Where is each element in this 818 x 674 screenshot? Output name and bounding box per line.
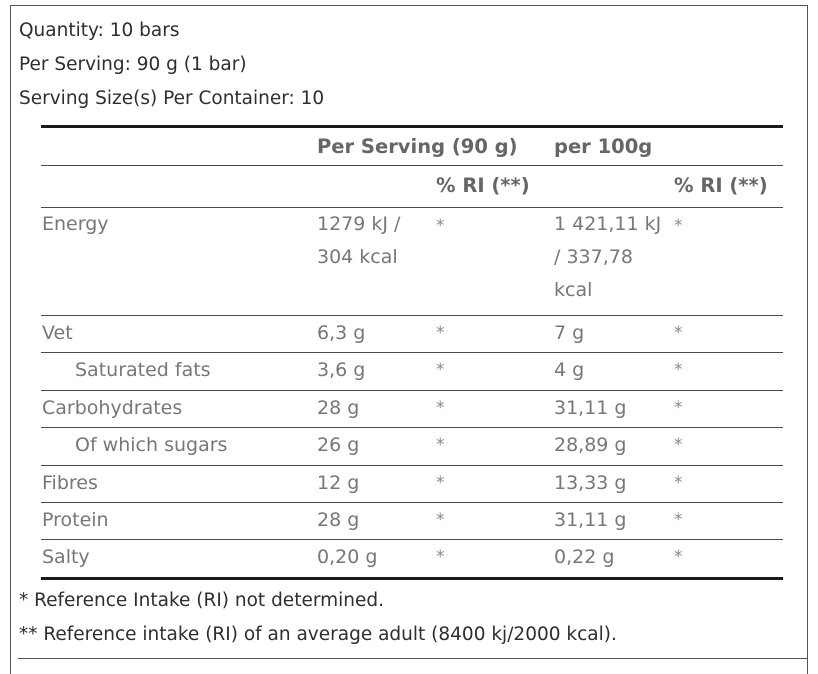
nutrient-name: Protein bbox=[42, 509, 109, 531]
per-100g-value: 0,22 g bbox=[554, 546, 615, 568]
nutrient-name: Carbohydrates bbox=[42, 397, 183, 419]
nutrient-name: Vet bbox=[42, 322, 73, 344]
ri-serving-value: * bbox=[436, 473, 445, 493]
per-serving-value: 3,6 g bbox=[317, 359, 366, 381]
nutrition-panel bbox=[10, 5, 808, 674]
per-serving-value: 28 g bbox=[317, 509, 360, 531]
ri-serving-value: * bbox=[436, 398, 445, 418]
divider bbox=[18, 658, 808, 659]
table-row: Vet 6,3 g * 7 g * bbox=[41, 316, 783, 353]
per-100g-value: 1 421,11 kJ / 337,78 kcal bbox=[554, 213, 662, 301]
ri-serving-value: * bbox=[436, 510, 445, 530]
ri-100g-value: * bbox=[674, 473, 683, 493]
per-serving-value: 6,3 g bbox=[317, 322, 366, 344]
ri-serving-value: * bbox=[436, 216, 445, 236]
nutrient-name: Energy bbox=[42, 213, 109, 235]
ri-100g-value: * bbox=[674, 360, 683, 380]
per-100g-value: 31,11 g bbox=[554, 509, 627, 531]
per-100g-value: 31,11 g bbox=[554, 397, 627, 419]
per-serving-value: 12 g bbox=[317, 472, 360, 494]
quantity-text: Quantity: 10 bars bbox=[19, 20, 180, 41]
per-100g-value: 28,89 g bbox=[554, 434, 627, 456]
footnote-reference-intake: ** Reference intake (RI) of an average a… bbox=[19, 624, 617, 645]
table-row: Fibres 12 g * 13,33 g * bbox=[41, 466, 783, 503]
ri-serving-value: * bbox=[436, 547, 445, 567]
table-row: Saturated fats 3,6 g * 4 g * bbox=[41, 353, 783, 391]
nutrient-name: Salty bbox=[42, 546, 90, 568]
column-header-per-100g: per 100g bbox=[554, 135, 653, 158]
per-100g-value: 13,33 g bbox=[554, 472, 627, 494]
table-row: Of which sugars 26 g * 28,89 g * bbox=[41, 428, 783, 466]
table-header-row: Per Serving (90 g) per 100g bbox=[41, 128, 783, 166]
servings-per-container-text: Serving Size(s) Per Container: 10 bbox=[19, 88, 325, 109]
nutrient-name: Of which sugars bbox=[75, 434, 228, 456]
nutrient-name: Fibres bbox=[42, 472, 98, 494]
column-header-ri-serving: % RI (**) bbox=[436, 174, 530, 197]
table-row: Protein 28 g * 31,11 g * bbox=[41, 503, 783, 540]
ri-100g-value: * bbox=[674, 216, 683, 236]
ri-100g-value: * bbox=[674, 547, 683, 567]
per-100g-value: 4 g bbox=[554, 359, 585, 381]
ri-100g-value: * bbox=[674, 323, 683, 343]
per-serving-value: 28 g bbox=[317, 397, 360, 419]
ri-100g-value: * bbox=[674, 435, 683, 455]
per-serving-value: 26 g bbox=[317, 434, 360, 456]
per-serving-value: 1279 kJ / 304 kcal bbox=[317, 213, 401, 268]
ri-serving-value: * bbox=[436, 323, 445, 343]
column-header-ri-100g: % RI (**) bbox=[674, 174, 768, 197]
per-serving-value: 0,20 g bbox=[317, 546, 378, 568]
per-100g-value: 7 g bbox=[554, 322, 585, 344]
table-row: Salty 0,20 g * 0,22 g * bbox=[41, 540, 783, 577]
footnote-ri-not-determined: * Reference Intake (RI) not determined. bbox=[19, 590, 384, 611]
footnotes: * Reference Intake (RI) not determined. … bbox=[19, 584, 617, 652]
table-subheader-row: % RI (**) % RI (**) bbox=[41, 166, 783, 208]
ri-serving-value: * bbox=[436, 435, 445, 455]
table-row: Carbohydrates 28 g * 31,11 g * bbox=[41, 391, 783, 428]
nutrition-table: Per Serving (90 g) per 100g % RI (**) % … bbox=[41, 125, 783, 580]
table-row: Energy 1279 kJ / 304 kcal * 1 421,11 kJ … bbox=[41, 208, 783, 316]
column-header-per-serving: Per Serving (90 g) bbox=[317, 135, 518, 158]
ri-100g-value: * bbox=[674, 398, 683, 418]
ri-serving-value: * bbox=[436, 360, 445, 380]
per-serving-text: Per Serving: 90 g (1 bar) bbox=[19, 54, 247, 75]
product-summary: Quantity: 10 bars Per Serving: 90 g (1 b… bbox=[19, 14, 324, 116]
ri-100g-value: * bbox=[674, 510, 683, 530]
nutrient-name: Saturated fats bbox=[75, 359, 211, 381]
